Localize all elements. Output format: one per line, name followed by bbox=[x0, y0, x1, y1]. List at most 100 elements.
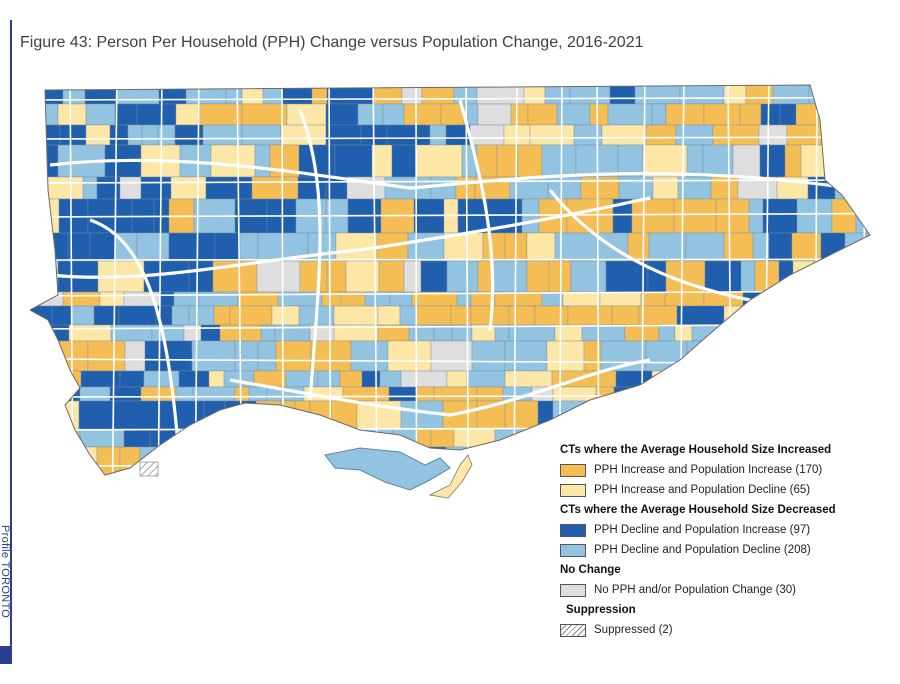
census-tract bbox=[739, 103, 762, 126]
census-tract bbox=[758, 370, 781, 388]
census-tract bbox=[119, 176, 142, 200]
census-tract bbox=[30, 144, 59, 178]
suppressed-tract bbox=[139, 461, 159, 477]
census-tract bbox=[554, 324, 583, 342]
census-tract bbox=[858, 324, 870, 342]
census-tract bbox=[723, 386, 767, 402]
census-tract bbox=[521, 198, 540, 234]
legend-label: PPH Increase and Population Decline (65) bbox=[594, 484, 811, 496]
census-tract bbox=[508, 305, 536, 326]
map-legend: CTs where the Average Household Size Inc… bbox=[560, 440, 880, 640]
census-tract bbox=[770, 400, 794, 430]
census-tract bbox=[420, 260, 448, 293]
census-tract bbox=[636, 400, 652, 430]
census-tract bbox=[30, 176, 46, 200]
census-tract bbox=[330, 400, 358, 430]
census-tract bbox=[30, 324, 52, 342]
census-tract bbox=[416, 386, 435, 402]
census-tract bbox=[30, 124, 61, 146]
legend-swatch-hatched bbox=[560, 623, 586, 637]
census-tract bbox=[691, 324, 728, 342]
census-tract bbox=[171, 305, 190, 326]
census-tract bbox=[569, 85, 611, 105]
legend-item: PPH Increase and Population Increase (17… bbox=[560, 460, 880, 480]
census-tract bbox=[289, 428, 308, 448]
legend-label: PPH Increase and Population Increase (17… bbox=[594, 464, 823, 476]
census-tract bbox=[79, 386, 111, 402]
census-tract bbox=[326, 85, 374, 105]
census-tract bbox=[862, 340, 870, 372]
road bbox=[415, 85, 418, 475]
census-tract bbox=[30, 428, 49, 448]
census-tract bbox=[96, 446, 121, 475]
census-tract bbox=[779, 370, 824, 388]
census-tract bbox=[822, 370, 849, 388]
census-tract bbox=[544, 85, 571, 105]
census-tract bbox=[570, 260, 607, 293]
census-tract bbox=[96, 478, 139, 508]
legend-heading-increased: CTs where the Average Household Size Inc… bbox=[560, 444, 832, 456]
legend-heading-no-change: No Change bbox=[560, 564, 621, 576]
legend-heading-decreased: CTs where the Average Household Size Dec… bbox=[560, 504, 836, 516]
census-tract bbox=[624, 324, 644, 342]
census-tract bbox=[188, 305, 215, 326]
census-tract bbox=[501, 446, 526, 475]
side-label: Profile TORONTO bbox=[0, 525, 12, 645]
census-tract bbox=[875, 80, 880, 104]
census-tract bbox=[43, 370, 59, 388]
census-tract bbox=[806, 386, 829, 402]
census-tract bbox=[494, 324, 510, 342]
census-tract bbox=[526, 478, 556, 508]
census-tract bbox=[477, 103, 512, 126]
census-tract bbox=[844, 232, 870, 262]
census-tract bbox=[762, 198, 798, 234]
road bbox=[30, 136, 870, 140]
legend-label: Suppressed (2) bbox=[594, 624, 673, 636]
census-tract bbox=[239, 232, 259, 262]
census-tract bbox=[589, 103, 609, 126]
city-outline bbox=[30, 84, 871, 476]
census-tract bbox=[210, 428, 256, 448]
census-tract bbox=[124, 340, 146, 372]
census-tract bbox=[400, 370, 448, 388]
road bbox=[30, 96, 870, 101]
census-tract bbox=[597, 400, 638, 430]
census-tract bbox=[30, 446, 71, 475]
census-tract bbox=[690, 386, 725, 402]
census-tract bbox=[159, 400, 205, 430]
census-tract bbox=[605, 260, 649, 293]
leslie-spit bbox=[428, 454, 473, 499]
census-tract bbox=[534, 305, 569, 326]
census-tract bbox=[79, 428, 125, 448]
census-tract bbox=[466, 370, 506, 388]
census-tract bbox=[758, 124, 788, 146]
census-tract bbox=[878, 401, 880, 429]
census-tract bbox=[157, 124, 176, 146]
census-tract bbox=[30, 370, 45, 388]
census-tract bbox=[494, 428, 542, 448]
census-tract bbox=[149, 428, 179, 448]
census-tract bbox=[241, 124, 282, 146]
census-tract bbox=[537, 400, 554, 430]
census-tract bbox=[68, 324, 112, 342]
census-tract bbox=[874, 145, 880, 177]
census-tract bbox=[660, 386, 692, 402]
census-tract bbox=[430, 340, 473, 372]
census-tract bbox=[517, 144, 543, 178]
census-tract bbox=[143, 370, 180, 388]
census-tract bbox=[869, 260, 870, 293]
census-tract bbox=[234, 386, 250, 402]
census-tract bbox=[256, 260, 301, 293]
census-tract bbox=[392, 428, 418, 448]
road bbox=[157, 85, 163, 475]
census-tract bbox=[847, 340, 864, 372]
census-tract bbox=[44, 176, 84, 200]
census-tract bbox=[638, 305, 678, 326]
census-tract bbox=[768, 232, 793, 262]
census-tract bbox=[820, 232, 846, 262]
census-tract bbox=[712, 124, 760, 146]
legend-item: No PPH and/or Population Change (30) bbox=[560, 580, 880, 600]
census-tract bbox=[251, 176, 299, 200]
census-tract bbox=[372, 85, 403, 105]
census-tract bbox=[526, 260, 550, 293]
